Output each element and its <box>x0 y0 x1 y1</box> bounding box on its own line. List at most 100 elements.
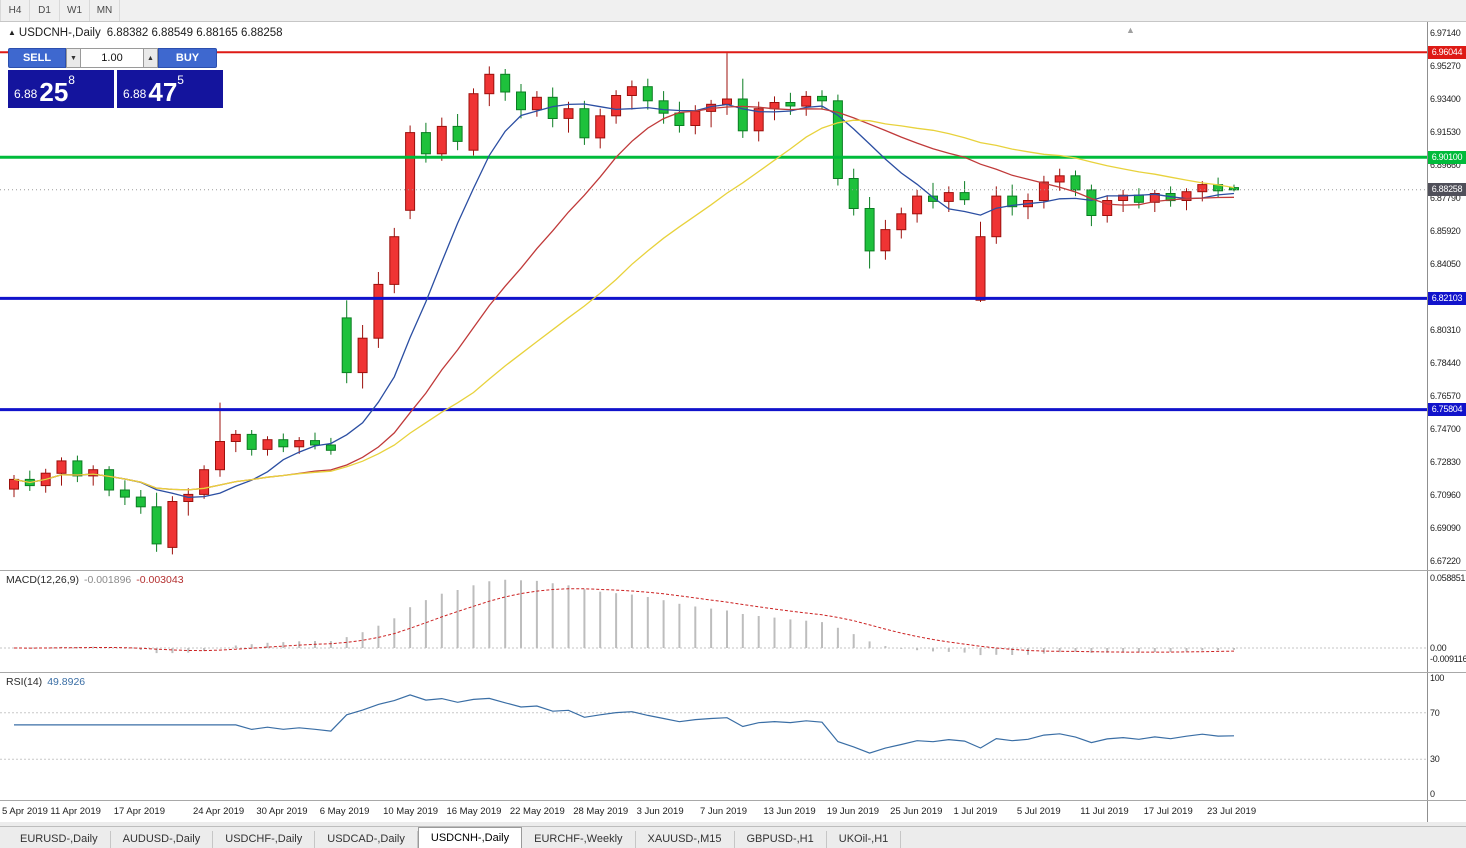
date-label: 22 May 2019 <box>509 806 565 817</box>
ask-price-big: 47 <box>148 77 178 107</box>
date-label: 17 Jul 2019 <box>1143 806 1193 817</box>
chart-tab-xauusd-m15[interactable]: XAUUSD-,M15 <box>636 831 735 848</box>
price-axis-label: 6.93400 <box>1430 94 1461 105</box>
price-axis-label: 6.95270 <box>1430 61 1461 71</box>
one-click-trade-panel: SELL ▼ ▲ BUY <box>8 48 217 68</box>
macd-axis-label: -0.009116 <box>1430 653 1466 664</box>
chart-title: ▲ USDCNH-,Daily 6.88382 6.88549 6.88165 6.… <box>8 27 283 39</box>
date-label: 11 Apr 2019 <box>50 806 101 817</box>
price-axis-label: 6.69090 <box>1430 523 1461 534</box>
bid-price-sup: 8 <box>68 73 75 87</box>
price-axis-label: 6.97140 <box>1430 28 1461 38</box>
price-axis-label: 6.78440 <box>1430 358 1461 369</box>
macd-indicator-canvas[interactable] <box>0 571 1427 672</box>
ask-price-prefix: 6.88 <box>123 87 147 101</box>
time-axis[interactable]: 5 Apr 2019 11 Apr 2019 17 Apr 2019 24 Apr 2… <box>0 800 1427 822</box>
date-label: 7 Jun 2019 <box>699 806 747 817</box>
chart-tab-usdchf-daily[interactable]: USDCHF-,Daily <box>213 831 316 848</box>
time-axis-separator <box>0 800 1466 801</box>
rsi-axis-label: 100 <box>1430 673 1445 683</box>
chart-symbol-label: USDCNH-,Daily <box>18 27 101 39</box>
price-axis-label: 6.87790 <box>1430 193 1461 204</box>
chart-tab-gbpusd-h1[interactable]: GBPUSD-,H1 <box>735 831 827 848</box>
chart-tab-ukoil-h1[interactable]: UKOil-,H1 <box>827 831 902 848</box>
chart-tabbar: EURUSD-,Daily AUDUSD-,Daily USDCHF-,Daily U… <box>0 827 1466 848</box>
date-label: 28 May 2019 <box>573 806 629 817</box>
date-label: 30 Apr 2019 <box>256 806 308 817</box>
chart-tab-eurchf-weekly[interactable]: EURCHF-,Weekly <box>522 831 636 848</box>
buy-button[interactable]: BUY <box>158 48 217 68</box>
timeframe-d1-button[interactable]: D1 <box>30 0 60 21</box>
ask-quote-box[interactable]: 6.88 47 5 <box>117 70 223 108</box>
date-label: 25 Jun 2019 <box>890 806 943 817</box>
rsi-indicator-canvas[interactable] <box>0 673 1427 800</box>
date-label: 24 Apr 2019 <box>192 806 245 817</box>
price-axis-label: 6.74700 <box>1430 424 1461 435</box>
current-price-tag: 6.88258 <box>1428 183 1466 197</box>
rsi-axis-label: 30 <box>1430 754 1440 765</box>
date-label: 3 Jun 2019 <box>636 806 684 817</box>
price-axis-label: 6.91530 <box>1430 127 1461 138</box>
rsi-indicator-name: RSI(14) <box>6 676 43 688</box>
quote-boxes: 6.88 25 8 6.88 47 5 <box>8 70 223 108</box>
ask-price-sup: 5 <box>177 73 184 87</box>
chart-tab-eurusd-daily[interactable]: EURUSD-,Daily <box>8 831 111 848</box>
date-label: 19 Jun 2019 <box>826 806 880 817</box>
volume-decrease-icon[interactable]: ▼ <box>66 48 81 68</box>
volume-input[interactable] <box>81 48 143 68</box>
date-label: 6 May 2019 <box>319 806 370 817</box>
date-label: 10 May 2019 <box>383 806 439 817</box>
macd-label: MACD(12,26,9) -0.001896 -0.003043 <box>6 574 184 586</box>
chart-shift-marker-icon[interactable]: ▲ <box>1126 25 1135 35</box>
chart-tab-usdcnh-daily[interactable]: USDCNH-,Daily <box>417 827 523 848</box>
price-axis-label: 6.76570 <box>1430 391 1461 402</box>
rsi-pane-separator[interactable] <box>0 672 1466 673</box>
date-label: 16 May 2019 <box>446 806 502 817</box>
symbol-marker-icon: ▲ <box>8 28 16 37</box>
level-price-tag: 6.90100 <box>1428 150 1466 164</box>
date-label: 11 Jul 2019 <box>1080 806 1129 817</box>
timeframe-h4-button[interactable]: H4 <box>0 0 30 21</box>
price-axis-label: 6.70960 <box>1430 490 1461 501</box>
chart-ohlc-values: 6.88382 6.88549 6.88165 6.88258 <box>106 27 283 39</box>
date-label: 1 Jul 2019 <box>953 806 998 817</box>
date-label: 23 Jul 2019 <box>1206 806 1257 817</box>
macd-axis-label: 0.00 <box>1430 643 1447 653</box>
rsi-axis-label: 70 <box>1430 707 1440 718</box>
price-axis-label: 6.85920 <box>1430 226 1461 237</box>
date-label: 13 Jun 2019 <box>763 806 816 817</box>
price-axis-label: 6.72830 <box>1430 457 1461 468</box>
macd-main-value: -0.001896 <box>83 574 132 586</box>
volume-increase-icon[interactable]: ▲ <box>143 48 158 68</box>
price-axis-label: 6.67220 <box>1430 556 1461 567</box>
timeframe-w1-button[interactable]: W1 <box>60 0 90 21</box>
bid-price-prefix: 6.88 <box>14 87 38 101</box>
price-axis-label: 6.80310 <box>1430 325 1461 336</box>
rsi-axis-label: 0 <box>1430 789 1435 799</box>
level-price-tag: 6.75804 <box>1428 403 1466 417</box>
rsi-label: RSI(14) 49.8926 <box>6 676 85 688</box>
date-label: 17 Apr 2019 <box>113 806 165 817</box>
macd-indicator-name: MACD(12,26,9) <box>6 574 79 586</box>
chart-tab-usdcad-daily[interactable]: USDCAD-,Daily <box>315 831 418 848</box>
scroll-strip[interactable] <box>0 822 1466 827</box>
macd-pane-separator[interactable] <box>0 570 1466 571</box>
level-price-tag: 6.96044 <box>1428 45 1466 59</box>
macd-axis-label: 0.058851 <box>1430 573 1466 583</box>
timeframe-toolbar: H4 D1 W1 MN <box>0 0 1466 22</box>
price-axis-label: 6.84050 <box>1430 259 1461 270</box>
date-label: 5 Jul 2019 <box>1016 806 1061 817</box>
timeframe-mn-button[interactable]: MN <box>90 0 120 21</box>
bid-quote-box[interactable]: 6.88 25 8 <box>8 70 114 108</box>
date-label: 5 Apr 2019 <box>2 806 48 817</box>
level-price-tag: 6.82103 <box>1428 291 1466 305</box>
price-axis[interactable]: 6.97140 6.95270 6.93400 6.91530 6.89660 6.877… <box>1427 22 1466 822</box>
rsi-value: 49.8926 <box>47 676 86 688</box>
bid-price-big: 25 <box>39 77 69 107</box>
chart-tab-audusd-daily[interactable]: AUDUSD-,Daily <box>111 831 214 848</box>
price-axis-label: 6.89660 <box>1430 160 1461 171</box>
main-chart-canvas[interactable] <box>0 22 1427 570</box>
sell-button[interactable]: SELL <box>8 48 66 68</box>
macd-signal-value: -0.003043 <box>136 574 184 586</box>
